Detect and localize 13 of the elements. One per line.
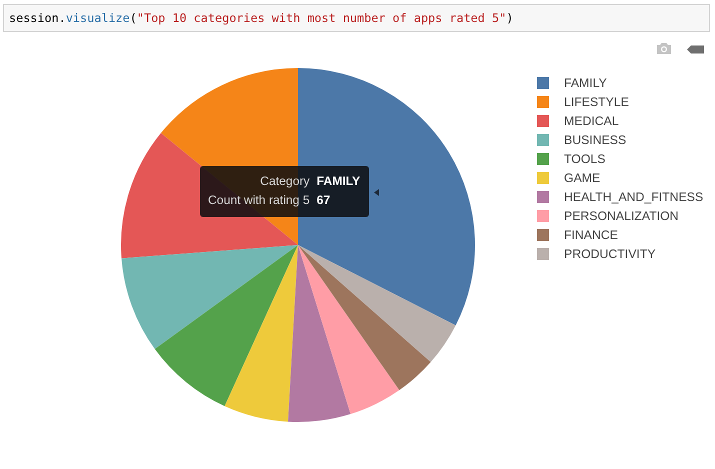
legend-label: GAME [564, 170, 600, 184]
legend-label: PERSONALIZATION [564, 208, 679, 222]
chart-title: session.visualize("Top 10 categories with most number of apps rated 5") [9, 11, 514, 25]
legend-label: BUSINESS [564, 132, 626, 146]
legend-label: TOOLS [564, 152, 606, 166]
legend-label: HEALTH_AND_FITNESS [564, 190, 704, 204]
tooltip: Category FAMILY Count with rating 5 67 [200, 166, 370, 217]
legend-label: FINANCE [564, 228, 618, 242]
legend-label: LIFESTYLE [564, 94, 629, 108]
legend-label: PRODUCTIVITY [564, 246, 656, 260]
code-cell: session.visualize("Top 10 categories with most number of apps rated 5") [3, 4, 710, 32]
legend-label: FAMILY [564, 76, 607, 90]
legend-label: MEDICAL [564, 114, 619, 128]
